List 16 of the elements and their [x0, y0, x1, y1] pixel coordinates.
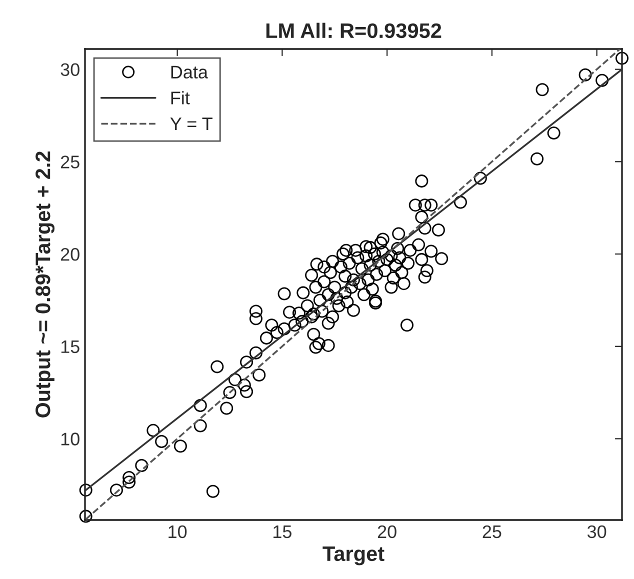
legend-label: Y = T: [170, 118, 212, 130]
x-tick-label: 10: [168, 525, 187, 538]
y-tick-label: 25: [60, 156, 80, 168]
y-axis-title: Output ~= 0.89*Target + 2.2: [36, 152, 54, 418]
x-tick-label: 25: [482, 525, 502, 538]
legend-label: Fit: [171, 91, 190, 104]
y-tick-label: 30: [60, 63, 80, 76]
y-tick-label: 20: [60, 248, 80, 261]
x-tick-label: 15: [274, 526, 292, 538]
x-tick-label: 20: [378, 525, 396, 538]
y-tick-label: 15: [61, 340, 80, 354]
y-tick-label: 10: [61, 432, 80, 446]
x-tick-label: 30: [587, 525, 606, 538]
x-axis-title: Target: [322, 546, 384, 566]
chart-title: LM All: R=0.93952: [266, 22, 442, 38]
legend-label: Data: [171, 66, 208, 79]
